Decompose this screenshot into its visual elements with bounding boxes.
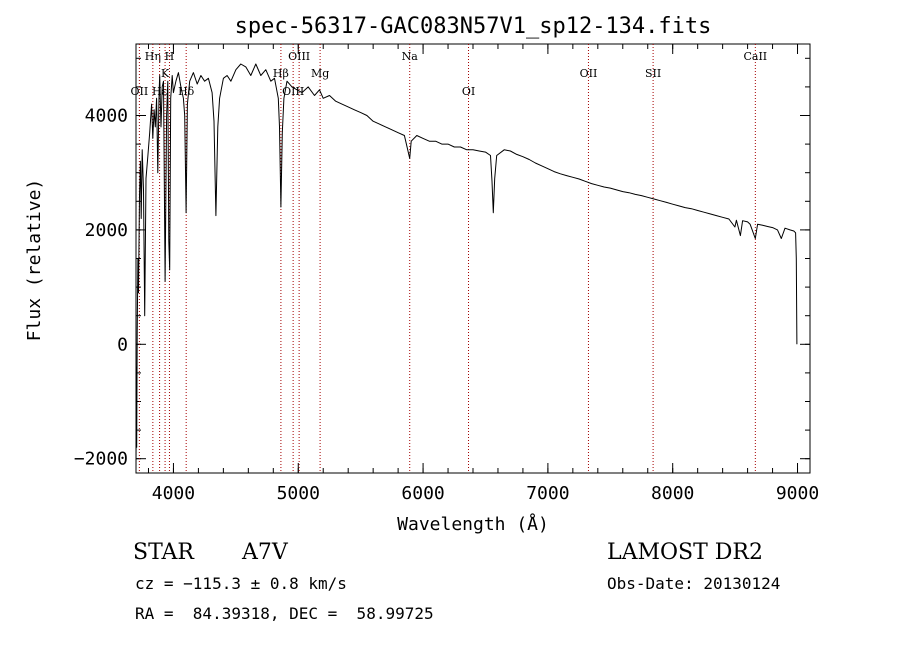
y-tick-label: −2000 [74, 449, 128, 470]
line-marker-label: OI [462, 85, 475, 98]
line-marker-label: H [165, 50, 175, 63]
line-marker-label: OIII [282, 85, 304, 98]
line-marker-label: Na [402, 50, 419, 63]
sky-coordinates: RA = 84.39318, DEC = 58.99725 [135, 604, 434, 623]
spectrum-line [135, 63, 798, 471]
object-subclass: A7V [242, 540, 288, 565]
line-marker-label: CaII [743, 50, 767, 63]
x-tick-label: 4000 [152, 483, 195, 504]
x-tick-label: 6000 [401, 483, 444, 504]
survey-name: LAMOST DR2 [607, 540, 763, 565]
observation-date: Obs-Date: 20130124 [607, 574, 781, 593]
line-marker-label: Hβ [273, 67, 289, 80]
line-marker-label: Mg [311, 67, 329, 80]
line-marker-label: Hη [145, 50, 161, 63]
line-marker-label: OII [131, 85, 149, 98]
x-tick-label: 9000 [776, 483, 819, 504]
plot-frame [135, 43, 811, 474]
line-marker-label: SII [645, 67, 661, 80]
y-tick-label: 4000 [85, 106, 128, 127]
line-marker-label: OII [580, 67, 598, 80]
redshift-velocity: cz = −115.3 ± 0.8 km/s [135, 574, 347, 593]
x-tick-label: 7000 [526, 483, 569, 504]
line-marker-label: OIII [288, 50, 310, 63]
x-tick-label: 5000 [277, 483, 320, 504]
y-tick-label: 0 [117, 334, 128, 355]
object-class: STAR [133, 540, 194, 565]
y-axis-label: Flux (relative) [24, 179, 45, 342]
y-tick-label: 2000 [85, 220, 128, 241]
x-tick-label: 8000 [651, 483, 694, 504]
axes: 4000 5000 6000 7000 8000 9000 −2000 0 2000 4000 [74, 43, 819, 504]
chart-title: spec-56317-GAC083N57V1_sp12-134.fits [235, 14, 712, 39]
x-axis-label: Wavelength (Å) [397, 513, 549, 535]
spectrum-series [135, 63, 798, 471]
line-marker-label: K [161, 67, 170, 80]
